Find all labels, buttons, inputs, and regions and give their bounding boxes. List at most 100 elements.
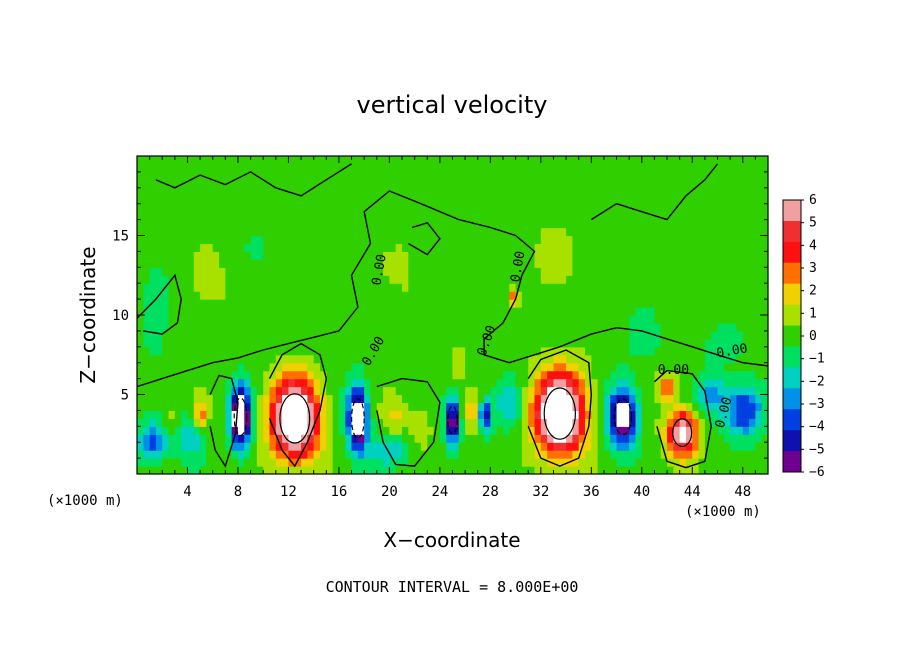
heat-cell — [187, 179, 195, 189]
heat-cell — [200, 156, 208, 165]
heat-cell — [357, 346, 365, 356]
heat-cell — [256, 171, 264, 181]
heat-cell — [446, 235, 454, 245]
heat-cell — [723, 275, 731, 284]
heat-cell — [446, 156, 454, 165]
heat-cell — [357, 275, 365, 284]
heat-cell — [471, 315, 479, 324]
heat-cell — [219, 203, 226, 213]
heat-cell — [679, 418, 687, 427]
heat-cell — [155, 299, 163, 308]
heat-cell — [534, 458, 542, 467]
heat-cell — [465, 418, 473, 427]
heat-cell — [458, 187, 466, 197]
heat-cell — [326, 362, 334, 372]
heat-cell — [559, 386, 567, 396]
heat-cell — [181, 322, 189, 332]
heat-cell — [685, 203, 693, 213]
heat-cell — [433, 219, 441, 229]
heat-cell — [509, 362, 517, 372]
heat-cell — [585, 283, 592, 292]
heat-cell — [357, 243, 365, 252]
heat-cell — [288, 410, 296, 419]
heat-cell — [698, 402, 706, 411]
heat-cell — [307, 338, 315, 348]
heat-cell — [143, 394, 151, 404]
heat-cell — [307, 362, 315, 372]
heat-cell — [654, 354, 662, 364]
heat-cell — [206, 187, 214, 197]
heat-cell — [648, 354, 656, 364]
heat-cell — [730, 275, 738, 284]
heat-cell — [496, 171, 504, 181]
heat-cell — [465, 370, 473, 380]
heat-cell — [326, 330, 334, 340]
heat-cell — [137, 235, 144, 245]
heat-cell — [749, 243, 756, 252]
heat-cell — [465, 307, 473, 316]
heat-cell — [641, 418, 649, 427]
heat-cell — [648, 458, 656, 467]
heat-cell — [370, 203, 378, 213]
heat-cell — [629, 330, 637, 340]
heat-cell — [534, 235, 542, 245]
heat-cell — [389, 450, 397, 459]
heat-cell — [143, 275, 151, 284]
heat-cell — [269, 315, 277, 324]
heat-cell — [641, 386, 649, 396]
heat-cell — [263, 338, 271, 348]
heat-cell — [319, 291, 327, 300]
heat-cell — [458, 275, 466, 284]
heat-cell — [629, 291, 637, 300]
heat-cell — [439, 450, 447, 459]
heat-cell — [269, 307, 277, 316]
heat-cell — [566, 402, 573, 411]
heat-cell — [395, 378, 403, 388]
heat-cell — [723, 370, 731, 380]
heat-cell — [679, 322, 687, 332]
heat-cell — [219, 299, 226, 308]
heat-cell — [181, 338, 189, 348]
heat-cell — [395, 418, 403, 427]
heat-cell — [465, 442, 473, 451]
heat-cell — [736, 307, 744, 316]
heat-cell — [692, 410, 700, 419]
heat-cell — [332, 211, 340, 221]
negative-contour-line — [447, 405, 458, 435]
heat-cell — [528, 458, 536, 467]
heat-cell — [420, 418, 428, 427]
heat-cell — [673, 378, 681, 388]
heat-cell — [181, 410, 189, 419]
heat-cell — [591, 203, 599, 213]
heat-cell — [376, 434, 384, 443]
heat-cell — [603, 243, 611, 252]
heat-cell — [168, 243, 176, 252]
heat-cell — [685, 418, 693, 427]
heat-cell — [301, 362, 308, 372]
heat-cell — [465, 394, 473, 404]
heat-cell — [742, 235, 750, 245]
heat-cell — [408, 386, 416, 396]
heat-cell — [326, 410, 334, 419]
heat-cell — [547, 418, 555, 427]
heat-cell — [206, 394, 214, 404]
heat-cell — [301, 378, 308, 388]
heat-cell — [629, 402, 637, 411]
heat-cell — [648, 299, 656, 308]
heat-cell — [755, 163, 763, 173]
heat-cell — [597, 227, 605, 237]
heat-cell — [225, 227, 233, 237]
heat-cell — [370, 386, 378, 396]
heat-cell — [648, 434, 656, 443]
heat-cell — [572, 179, 580, 189]
heat-cell — [301, 187, 308, 197]
heat-cell — [534, 195, 542, 205]
heat-cell — [408, 442, 416, 451]
heat-cell — [578, 163, 586, 173]
heat-cell — [313, 283, 321, 292]
heat-cell — [673, 434, 681, 443]
heat-cell — [319, 187, 327, 197]
heat-cell — [566, 171, 573, 181]
heat-cell — [168, 179, 176, 189]
heat-cell — [282, 466, 290, 474]
